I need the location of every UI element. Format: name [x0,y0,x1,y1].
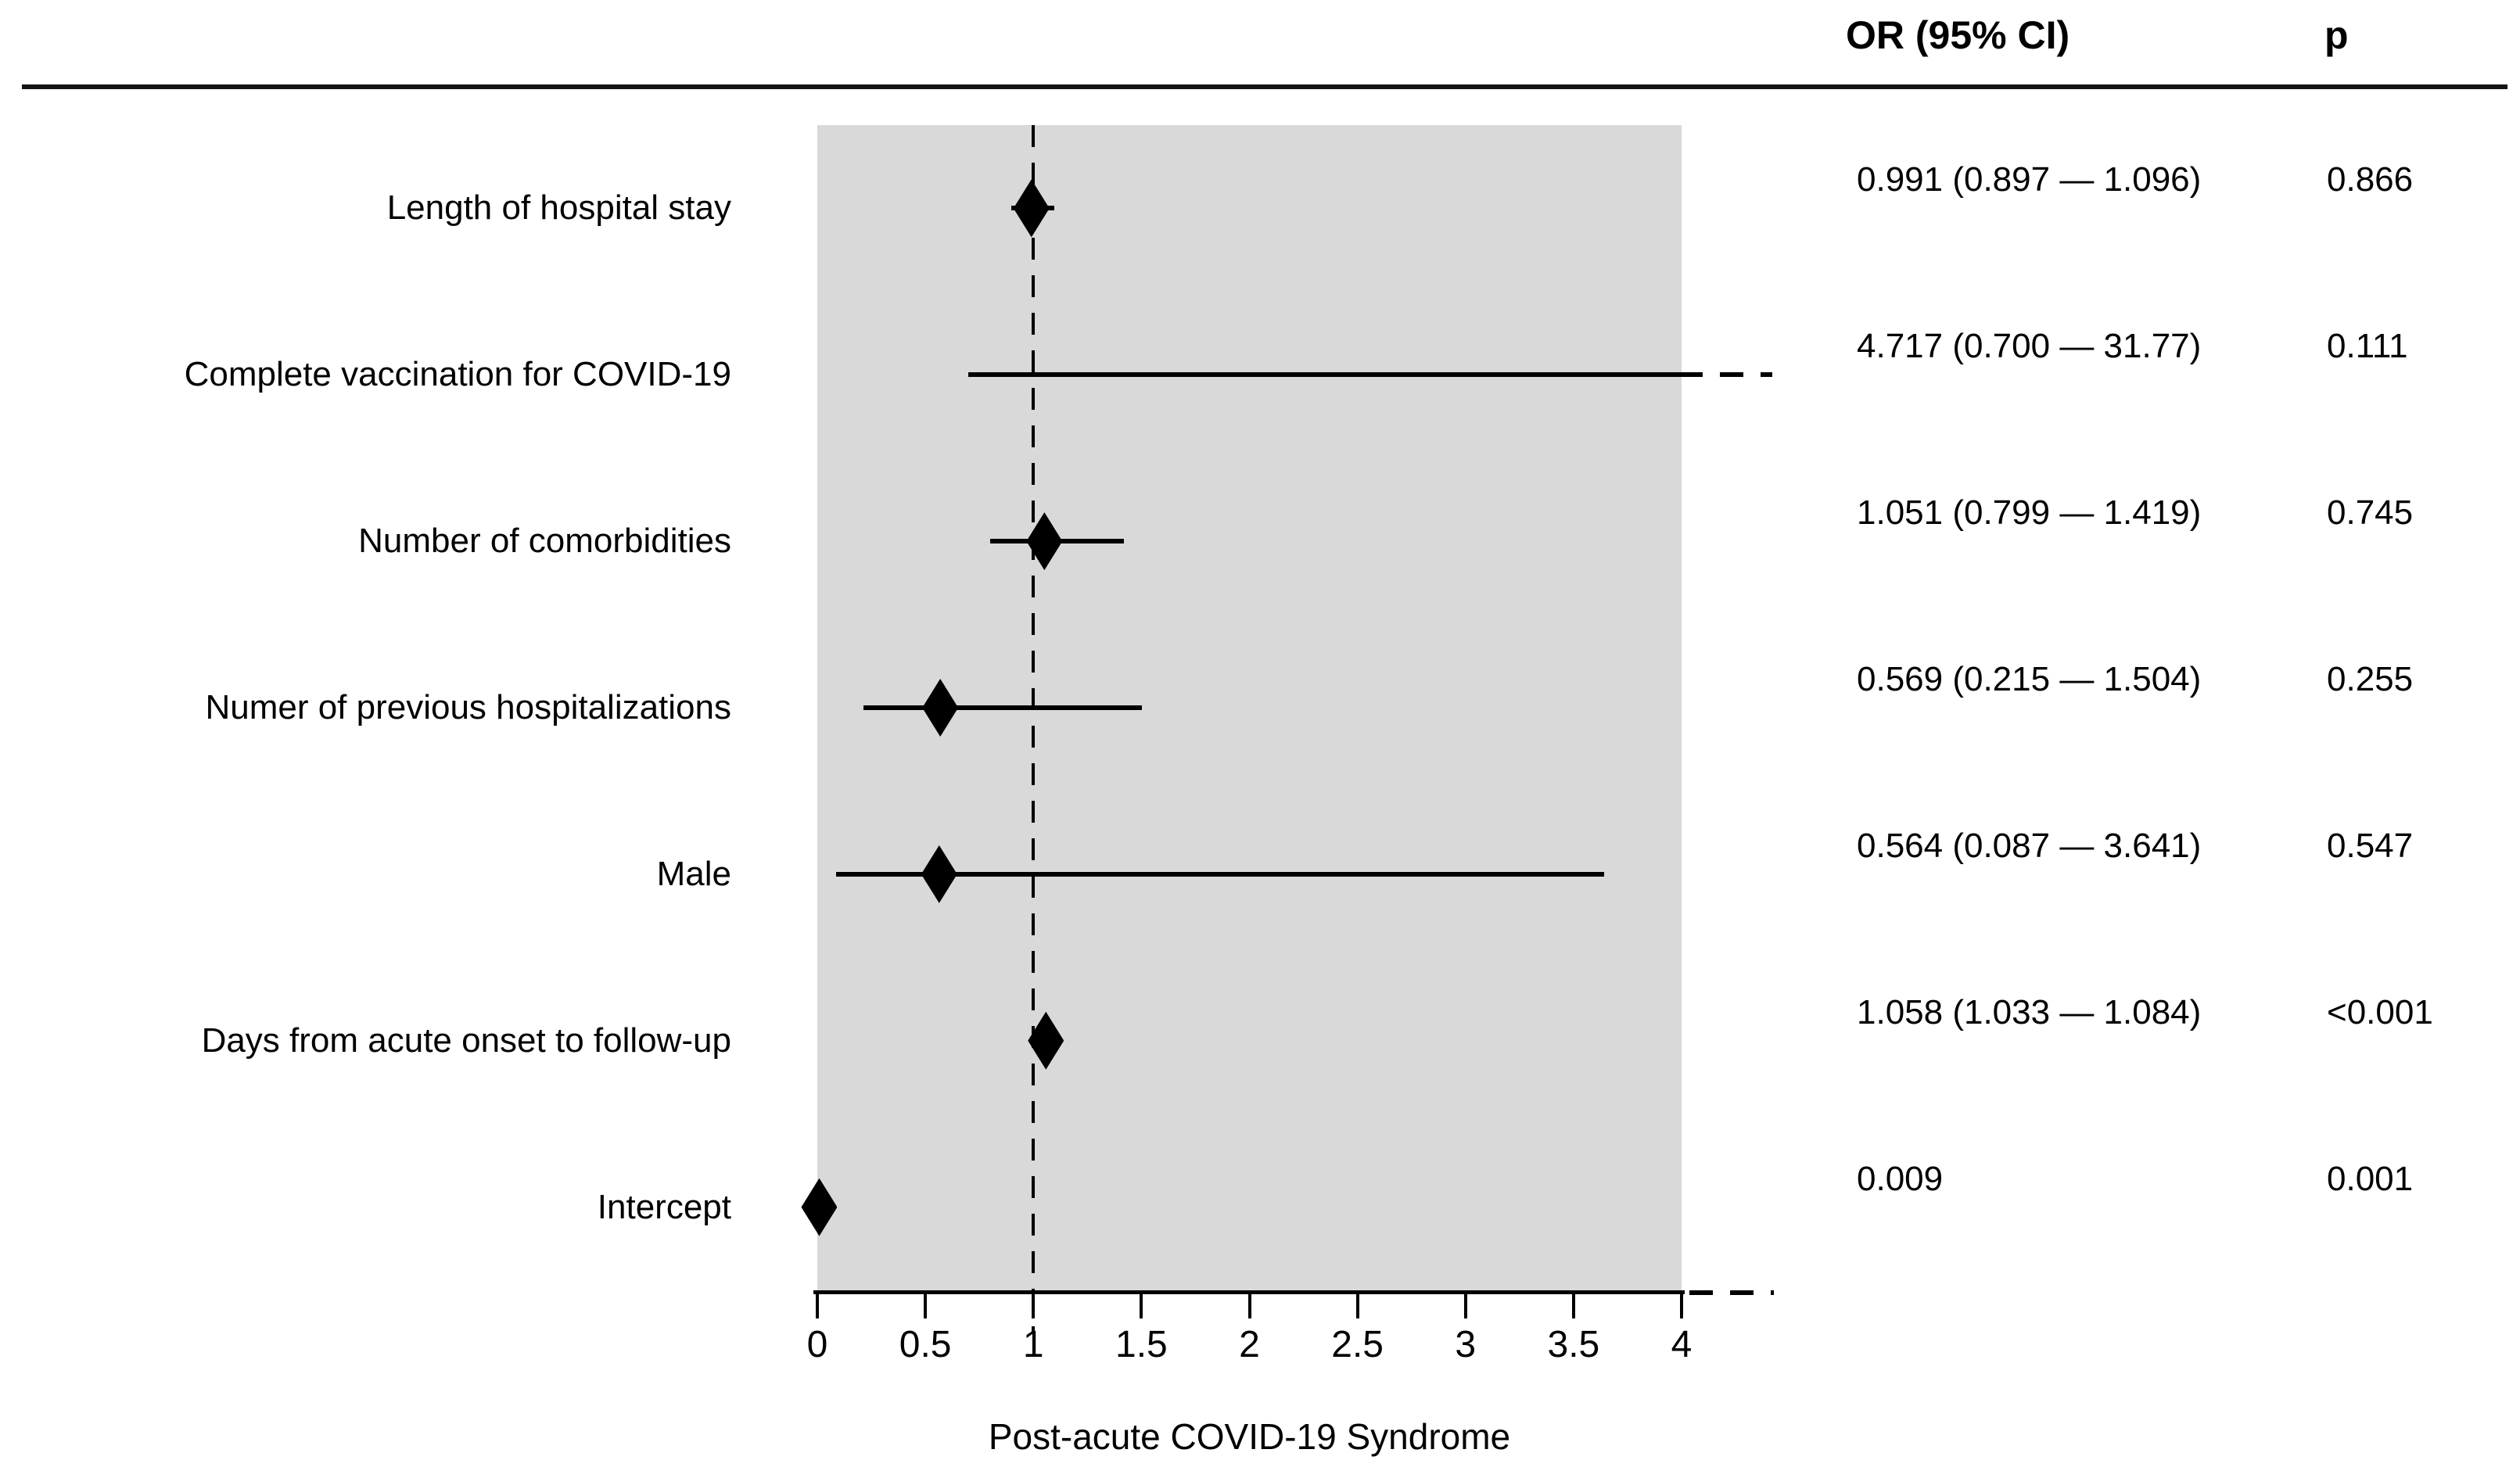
p-value: 0.745 [2327,493,2414,533]
ci-line [968,372,1679,378]
x-axis-tick [816,1290,819,1318]
x-axis-tick-label: 0 [806,1324,828,1365]
p-value: 0.001 [2327,1159,2414,1198]
row-label: Number of comorbidities [358,522,731,561]
row-label: Intercept [597,1187,731,1226]
row-label: Numer of previous hospitalizations [205,688,731,726]
x-axis-tick [1140,1290,1143,1318]
x-axis-tick [1247,1290,1251,1318]
x-axis-tick [1571,1290,1575,1318]
or-value: 0.564 (0.087 — 3.641) [1857,826,2202,865]
x-axis-tick-label: 4 [1671,1324,1693,1365]
ci-line [863,705,1143,710]
p-value: 0.111 [2327,327,2408,366]
or-value: 0.991 (0.897 — 1.096) [1857,160,2202,199]
or-value: 0.569 (0.215 — 1.504) [1857,660,2202,698]
reference-line [1032,125,1036,1333]
x-axis-tick [1680,1290,1683,1318]
x-axis-tick-label: 3.5 [1547,1324,1600,1365]
p-value: 0.255 [2327,660,2414,698]
p-value: <0.001 [2327,992,2433,1031]
or-value: 1.058 (1.033 — 1.084) [1857,992,2202,1031]
p-column-header: p [2324,13,2349,57]
x-axis-title: Post-acute COVID-19 Syndrome [988,1416,1511,1457]
or-column-header: OR (95% CI) [1846,13,2070,57]
p-value: 0.866 [2327,160,2414,199]
x-axis-tick-label: 2 [1239,1324,1260,1365]
ci-line [836,871,1604,877]
x-axis-tick-label: 2.5 [1331,1324,1384,1365]
p-value: 0.547 [2327,826,2414,865]
or-value: 1.051 (0.799 — 1.419) [1857,493,2202,533]
or-value: 0.009 [1857,1159,1944,1198]
x-axis-tick [1463,1290,1467,1318]
x-axis-tick-label: 3 [1455,1324,1477,1365]
x-axis-tick [1355,1290,1359,1318]
or-value: 4.717 (0.700 — 31.77) [1857,327,2202,366]
x-axis-tick-label: 1.5 [1115,1324,1168,1365]
x-axis-tick [924,1290,928,1318]
row-label: Complete vaccination for COVID-19 [184,355,731,394]
x-axis-dashed-extension [1689,1290,1774,1295]
row-label: Male [656,854,731,893]
ci-line-dashed-extension [1679,372,1772,378]
row-label: Days from acute onset to follow-up [201,1021,731,1060]
header-rule [22,84,2507,89]
x-axis-tick-label: 0.5 [899,1324,952,1365]
x-axis-tick-label: 1 [1022,1324,1044,1365]
row-label: Length of hospital stay [386,188,731,228]
x-axis-tick [1032,1290,1036,1318]
